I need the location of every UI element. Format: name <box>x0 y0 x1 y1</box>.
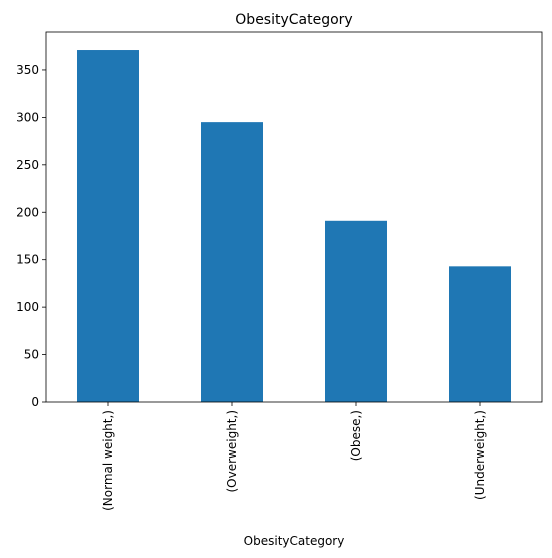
y-tick-label: 350 <box>16 63 39 77</box>
y-tick-label: 250 <box>16 158 39 172</box>
y-tick-label: 0 <box>31 395 39 409</box>
plot-frame <box>45 31 543 403</box>
bar <box>201 122 263 402</box>
y-tick-label: 300 <box>16 110 39 124</box>
y-tick-label: 50 <box>24 348 39 362</box>
bars-group <box>77 50 511 402</box>
bar <box>77 50 139 402</box>
x-tick-label: (Obese,) <box>349 410 363 461</box>
y-axis: 0 50 100 150 200 250 300 350 <box>16 63 46 409</box>
y-tick-label: 150 <box>16 253 39 267</box>
bar <box>325 220 387 402</box>
y-tick-label: 200 <box>16 205 39 219</box>
x-axis: (Normal weight,) (Overweight,) (Obese,) (Un… <box>101 402 487 511</box>
x-tick-label: (Overweight,) <box>225 410 239 493</box>
x-axis-title: ObesityCategory <box>244 534 345 548</box>
bar <box>449 266 511 402</box>
x-tick-label: (Normal weight,) <box>101 410 115 511</box>
x-tick-label: (Underweight,) <box>473 410 487 500</box>
chart-title: ObesityCategory <box>235 12 352 28</box>
y-tick-label: 100 <box>16 300 39 314</box>
